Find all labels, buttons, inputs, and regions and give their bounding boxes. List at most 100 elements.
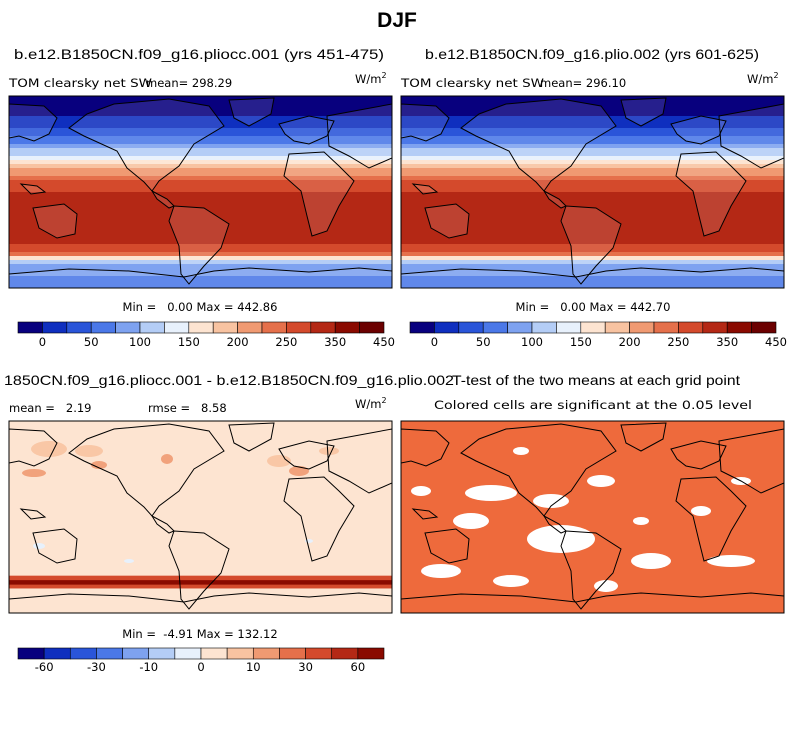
panel-2-map-frame — [400, 95, 785, 289]
field-band — [401, 156, 784, 161]
panel-4-map — [401, 421, 784, 613]
colorbar-swatch — [629, 321, 655, 334]
panel-2: b.e12.B1850CN.f09_g16.plio.002 (yrs 601-… — [400, 46, 785, 314]
colorbar-tick-label: -60 — [35, 660, 54, 674]
field-band — [401, 160, 784, 165]
field-band — [401, 148, 784, 153]
panel-3-unit-base: W/m — [355, 397, 381, 411]
panel-4-subtitle: Colored cells are significant at the 0.0… — [434, 398, 752, 412]
field-band — [401, 164, 784, 169]
colorbar-tick-label: 250 — [667, 335, 689, 349]
field-band — [9, 100, 392, 105]
colorbar-tick-label: 350 — [716, 335, 738, 349]
field-band — [401, 184, 784, 189]
field-band — [401, 196, 784, 201]
field-band — [9, 180, 392, 185]
not-significant-region — [707, 555, 755, 567]
panel-2-field-label: TOM clearsky net SW — [400, 76, 544, 90]
field-band — [401, 192, 784, 197]
colorbar-tick-label: 0 — [431, 335, 438, 349]
field-band — [9, 160, 392, 165]
difference-blob — [91, 461, 107, 469]
panel-2-unit-exp: 2 — [773, 71, 778, 80]
colorbar-swatch — [115, 321, 141, 334]
field-band — [401, 140, 784, 145]
colorbar-swatch — [482, 321, 508, 334]
colorbar-swatch — [726, 321, 752, 334]
not-significant-region — [533, 494, 569, 508]
field-band — [401, 188, 784, 193]
colorbar-swatch — [310, 321, 336, 334]
panel-1-map-frame — [8, 95, 393, 289]
field-band — [401, 144, 784, 149]
panel-3-mean: mean = 2.19 — [9, 401, 91, 415]
panel-2-unit-base: W/m — [747, 72, 773, 86]
field-band — [401, 180, 784, 185]
field-band — [9, 188, 392, 193]
colorbar-swatch — [507, 321, 533, 334]
colorbar-swatch — [188, 321, 214, 334]
panel-1-map — [9, 96, 392, 288]
colorbar-swatch — [69, 647, 97, 660]
field-band — [9, 204, 392, 209]
not-significant-region — [691, 506, 711, 516]
colorbar-tick-label: 200 — [227, 335, 249, 349]
colorbar-tick-label: 100 — [521, 335, 543, 349]
difference-blob — [75, 445, 103, 457]
colorbar-tick-label: 50 — [84, 335, 99, 349]
panel-3-map-frame — [8, 420, 393, 614]
panel-1-title: b.e12.B1850CN.f09_g16.pliocc.001 (yrs 45… — [14, 46, 384, 62]
not-significant-region — [587, 475, 615, 487]
colorbar-swatch — [200, 647, 228, 660]
difference-negative-patch — [33, 543, 45, 549]
field-band — [401, 152, 784, 157]
not-significant-region — [633, 517, 649, 525]
panel-3-stats: Min = -4.91 Max = 132.12 — [122, 627, 277, 641]
panel-4-map-frame — [400, 420, 785, 614]
colorbar-swatch — [751, 321, 777, 334]
panel-3-rmse: rmse = 8.58 — [148, 401, 227, 415]
panel-3: 1850CN.f09_g16.pliocc.001 - b.e12.B1850C… — [4, 372, 454, 641]
colorbar-tick-label: 10 — [246, 660, 261, 674]
colorbar-swatch — [96, 647, 123, 660]
panel-4: T-test of the two means at each grid poi… — [400, 372, 785, 614]
field-band — [9, 96, 392, 101]
colorbar-absolute-left: 0 50 100 150 200 250 350 450 — [17, 321, 395, 349]
field-band — [9, 156, 392, 161]
panel-1-stats: Min = 0.00 Max = 442.86 — [123, 300, 278, 314]
not-significant-region — [513, 447, 529, 455]
field-band — [9, 192, 392, 197]
field-band — [9, 172, 392, 177]
not-significant-region — [631, 553, 671, 569]
colorbar-swatch — [261, 321, 287, 334]
colorbar-swatch — [17, 321, 43, 334]
colorbar-swatch — [226, 647, 254, 660]
difference-blob — [319, 447, 339, 455]
colorbar-tick-label: 0 — [197, 660, 204, 674]
colorbar-tick-label: 60 — [351, 660, 366, 674]
colorbar-swatch — [531, 321, 557, 334]
panel-3-map — [9, 421, 392, 613]
panel-3-unit: W/m2 — [355, 396, 387, 411]
field-band — [401, 168, 784, 173]
panel-2-title: b.e12.B1850CN.f09_g16.plio.002 (yrs 601-… — [425, 46, 759, 62]
field-band — [9, 152, 392, 157]
colorbar-swatch — [174, 647, 202, 660]
colorbar-swatch — [653, 321, 679, 334]
colorbar-tick-label: 450 — [373, 335, 395, 349]
colorbar-swatch — [43, 647, 71, 660]
field-band — [9, 200, 392, 205]
not-significant-region — [411, 486, 431, 496]
colorbar-tick-label: 150 — [178, 335, 200, 349]
panel-1-unit-base: W/m — [355, 72, 381, 86]
not-significant-region — [594, 580, 618, 592]
field-band — [9, 176, 392, 181]
panel-1-unit: W/m2 — [355, 71, 387, 86]
colorbar-swatch — [556, 321, 582, 334]
field-band — [9, 140, 392, 145]
colorbar-swatch — [212, 321, 238, 334]
colorbar-swatch — [334, 321, 360, 334]
panel-3-title: 1850CN.f09_g16.pliocc.001 - b.e12.B1850C… — [4, 372, 454, 388]
colorbar-tick-label: 150 — [570, 335, 592, 349]
